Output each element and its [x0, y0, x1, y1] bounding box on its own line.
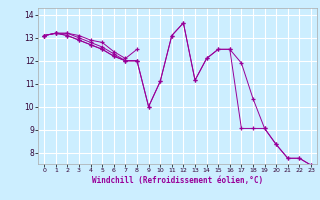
X-axis label: Windchill (Refroidissement éolien,°C): Windchill (Refroidissement éolien,°C)	[92, 176, 263, 185]
